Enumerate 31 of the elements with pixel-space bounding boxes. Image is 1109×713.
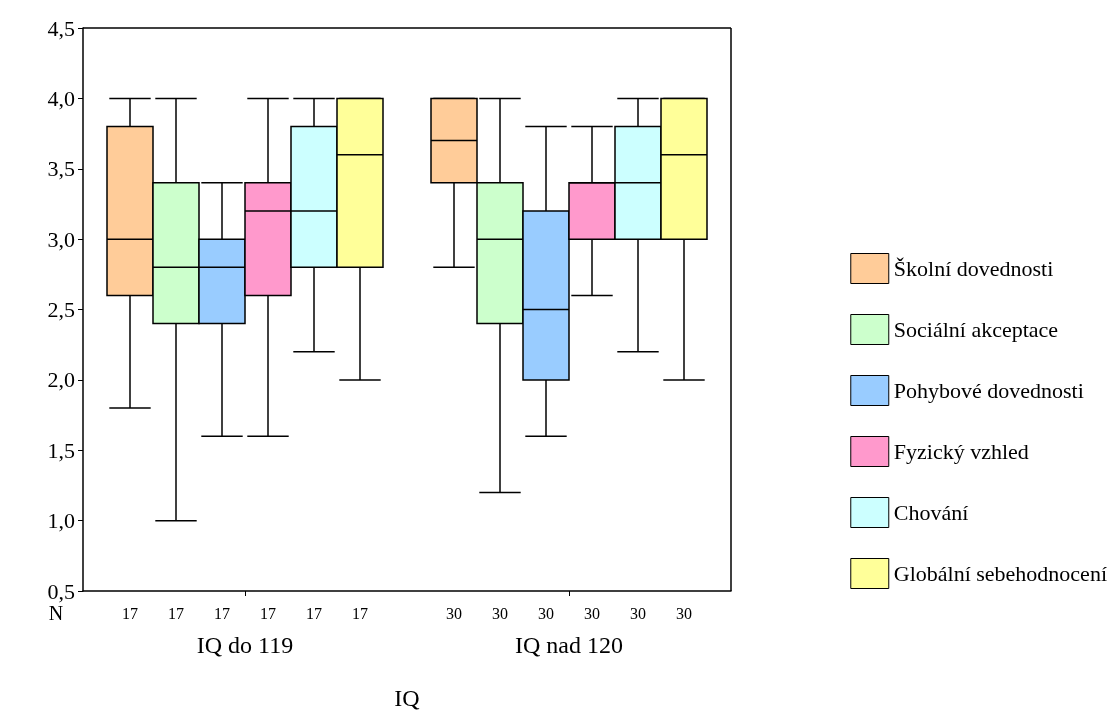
legend-label: Globální sebehodnocení [893, 561, 1108, 586]
text: 30 [446, 604, 462, 622]
x-tick-label: IQ do 119 [196, 632, 294, 658]
y-tick-label: 2,5 [47, 297, 75, 322]
y-tick-label: 1,5 [47, 437, 75, 463]
y-tick-label: 4,5 [47, 15, 75, 41]
text: 30 [676, 604, 692, 622]
legend-label: Chování [893, 500, 969, 525]
y-tick-label: 3,0 [47, 226, 75, 252]
text: 30 [538, 604, 554, 622]
text: 30 [630, 604, 646, 622]
legend-label: Sociální akceptace [893, 317, 1059, 342]
y-tick-label: 0,5 [47, 578, 75, 604]
y-tick-label: 1,0 [47, 508, 75, 534]
text: 17 [168, 604, 184, 622]
legend-label: Fyzický vzhled [893, 439, 1029, 464]
legend-label: Školní dovednosti [893, 256, 1054, 281]
text: 17 [260, 604, 276, 622]
text: 17 [306, 604, 322, 622]
text: N [48, 602, 64, 624]
x-tick-label: IQ nad 120 [515, 632, 623, 658]
text: 17 [352, 604, 368, 622]
text: 17 [214, 604, 230, 622]
legend-label: Pohybové dovednosti [893, 378, 1084, 403]
text: 17 [122, 604, 138, 622]
y-tick-label: 4,0 [47, 85, 75, 111]
y-tick-label: 3,5 [47, 156, 75, 182]
y-tick-label: 2,0 [47, 367, 75, 393]
x-axis-title: IQ [394, 685, 420, 711]
text: 30 [584, 604, 600, 622]
text: 30 [492, 604, 508, 622]
